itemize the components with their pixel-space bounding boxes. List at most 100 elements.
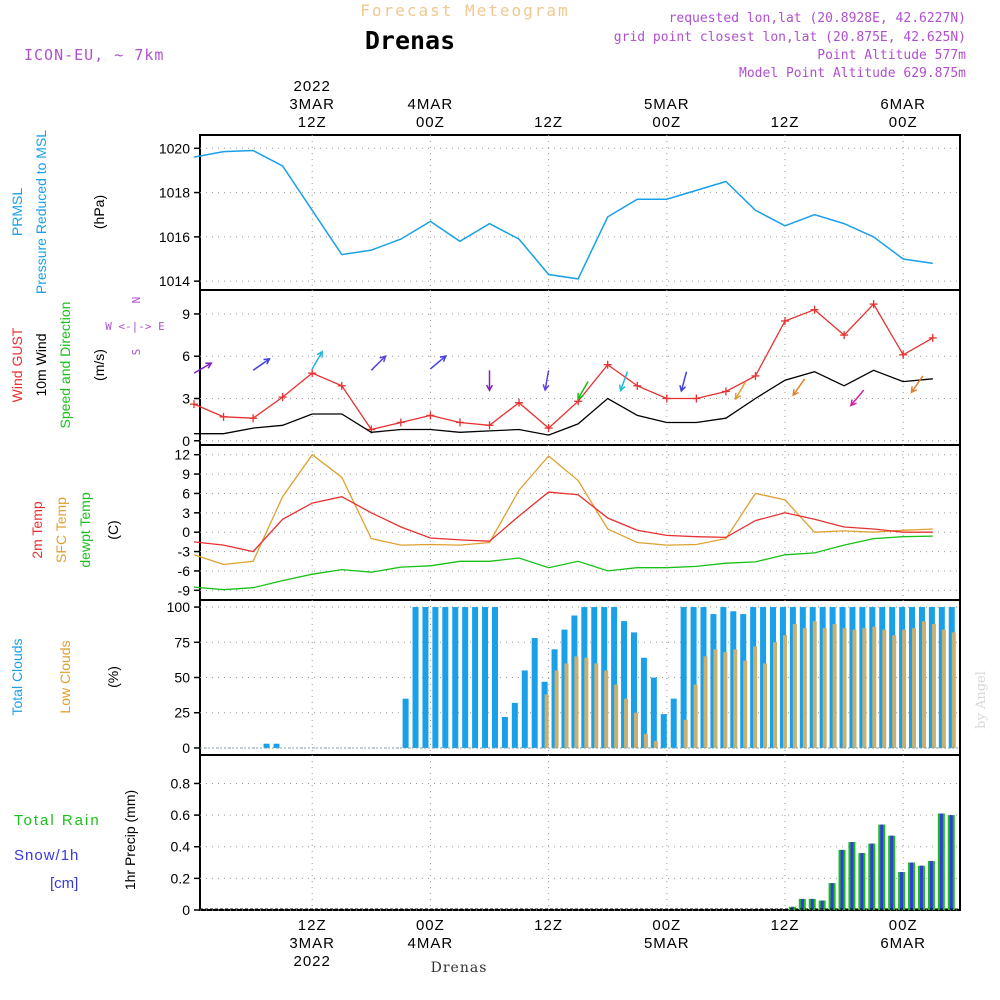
total-cloud-bar — [422, 607, 429, 748]
snow-bar — [860, 853, 864, 910]
wind-vector-head — [734, 392, 742, 401]
total-cloud-bar — [263, 743, 270, 748]
low-cloud-bar — [802, 628, 807, 748]
y-tick-label: 0.6 — [171, 807, 191, 823]
compass-n: N — [130, 297, 143, 304]
compass-we: W <-|-> E — [105, 320, 165, 333]
low-cloud-bar — [842, 628, 847, 748]
snow-bar — [790, 906, 794, 910]
low-cloud-bar — [951, 632, 956, 748]
bottom-axis-label: 12Z — [298, 917, 327, 934]
y-tick-label: 1018 — [159, 185, 190, 201]
wind-speed-line — [194, 369, 933, 436]
low-cloud-bar — [544, 694, 549, 748]
low-cloud-bar — [832, 623, 837, 748]
total-cloud-bar — [432, 607, 439, 748]
low-cloud-bar — [614, 684, 619, 748]
top-axis-label: 5MAR — [644, 96, 690, 113]
main-title: Forecast Meteogram — [360, 1, 569, 20]
y-tick-label: 3 — [182, 505, 190, 521]
wind-vector-head — [792, 389, 799, 397]
low-cloud-bar — [931, 623, 936, 748]
bottom-axis-label: 00Z — [889, 917, 918, 934]
wind-vector — [910, 375, 924, 393]
wind-vector — [734, 381, 747, 400]
y-tick-label: 100 — [167, 599, 191, 615]
low-cloud-bar — [782, 635, 787, 748]
panel-frame-precip — [199, 754, 961, 911]
panel-label: Speed and Direction — [57, 302, 73, 429]
low-cloud-bar — [733, 649, 738, 748]
top-axis-label: 12Z — [534, 114, 563, 131]
wind-vector — [429, 355, 447, 370]
y-tick-label: 75 — [174, 634, 190, 650]
low-cloud-bar — [604, 670, 609, 748]
wind-vector — [544, 370, 550, 391]
snow-bar — [840, 849, 844, 910]
wind-vector-head — [485, 384, 494, 392]
panel-label: SFC Temp — [53, 497, 69, 563]
panel-label: PRMSL — [9, 188, 25, 236]
total-cloud-bar — [472, 607, 479, 748]
total-cloud-bar — [482, 607, 489, 748]
snow-bar — [800, 898, 804, 910]
wind-vector — [792, 378, 806, 396]
y-tick-label: 0.4 — [171, 839, 191, 855]
snow-bar — [890, 835, 894, 910]
y-tick-label: 0 — [182, 433, 190, 449]
panel-label: Wind GUST — [9, 327, 25, 402]
snow-bar — [900, 872, 904, 910]
wind-vector-head — [379, 355, 387, 363]
y-tick-label: 0 — [182, 740, 190, 756]
low-cloud-bar — [743, 660, 748, 748]
plot-area: 1014 1016 1018 1020 PRMSL Pressure Reduced to… — [9, 78, 961, 970]
y-tick-label: 6 — [182, 348, 190, 364]
snow-bar — [830, 883, 834, 910]
y-tick-label: 1014 — [159, 273, 190, 289]
low-cloud-bar — [624, 698, 629, 748]
low-cloud-bar — [882, 629, 887, 748]
model-label: ICON-EU, ~ 7km — [24, 46, 164, 64]
point-altitude: Point Altitude 577m — [817, 48, 966, 63]
y-tick-label: 12 — [174, 447, 190, 463]
snow-bar — [910, 862, 914, 910]
y-tick-label: 0 — [182, 524, 190, 540]
snow-bar — [929, 860, 933, 910]
top-axis-label: 12Z — [771, 114, 800, 131]
wind-vector — [252, 358, 270, 371]
snow-bar — [919, 865, 923, 910]
bottom-axis-label: 3MAR — [289, 935, 335, 952]
total-cloud-bar — [680, 607, 687, 748]
total-cloud-bar — [462, 607, 469, 748]
footer-location: Drenas — [431, 960, 488, 976]
wind-vector-head — [679, 385, 687, 393]
top-axis-label: 3MAR — [289, 96, 335, 113]
y-tick-label: 9 — [182, 466, 190, 482]
precip-unit: 1hr Precip (mm) — [122, 790, 138, 890]
top-axis-label: 2022 — [294, 78, 331, 95]
top-axis-label: 4MAR — [408, 96, 454, 113]
low-cloud-bar — [723, 652, 728, 748]
snow-label: Snow/1h — [14, 847, 79, 864]
total-cloud-bar — [640, 657, 647, 748]
dewpoint-line — [193, 535, 933, 591]
top-axis-label: 12Z — [298, 114, 327, 131]
total-cloud-bar — [491, 607, 498, 748]
bottom-axis-label: 2022 — [294, 953, 331, 970]
low-cloud-bar — [683, 719, 688, 748]
bottom-axis-label: 12Z — [771, 917, 800, 934]
low-cloud-bar — [792, 623, 797, 748]
bottom-axis-label: 12Z — [534, 917, 563, 934]
panel-label: 10m Wind — [33, 333, 49, 396]
cloud-unit: (%) — [105, 666, 121, 688]
low-cloud-bar — [713, 649, 718, 748]
total-cloud-bar — [273, 743, 280, 748]
wind-vector — [311, 351, 323, 370]
wind-vector-head — [439, 355, 447, 362]
y-tick-label: 0.2 — [171, 870, 191, 886]
panel-label: Total Clouds — [9, 638, 25, 715]
y-tick-label: 0 — [182, 902, 190, 918]
snow-bar — [880, 824, 884, 910]
snow-bar — [850, 841, 854, 910]
